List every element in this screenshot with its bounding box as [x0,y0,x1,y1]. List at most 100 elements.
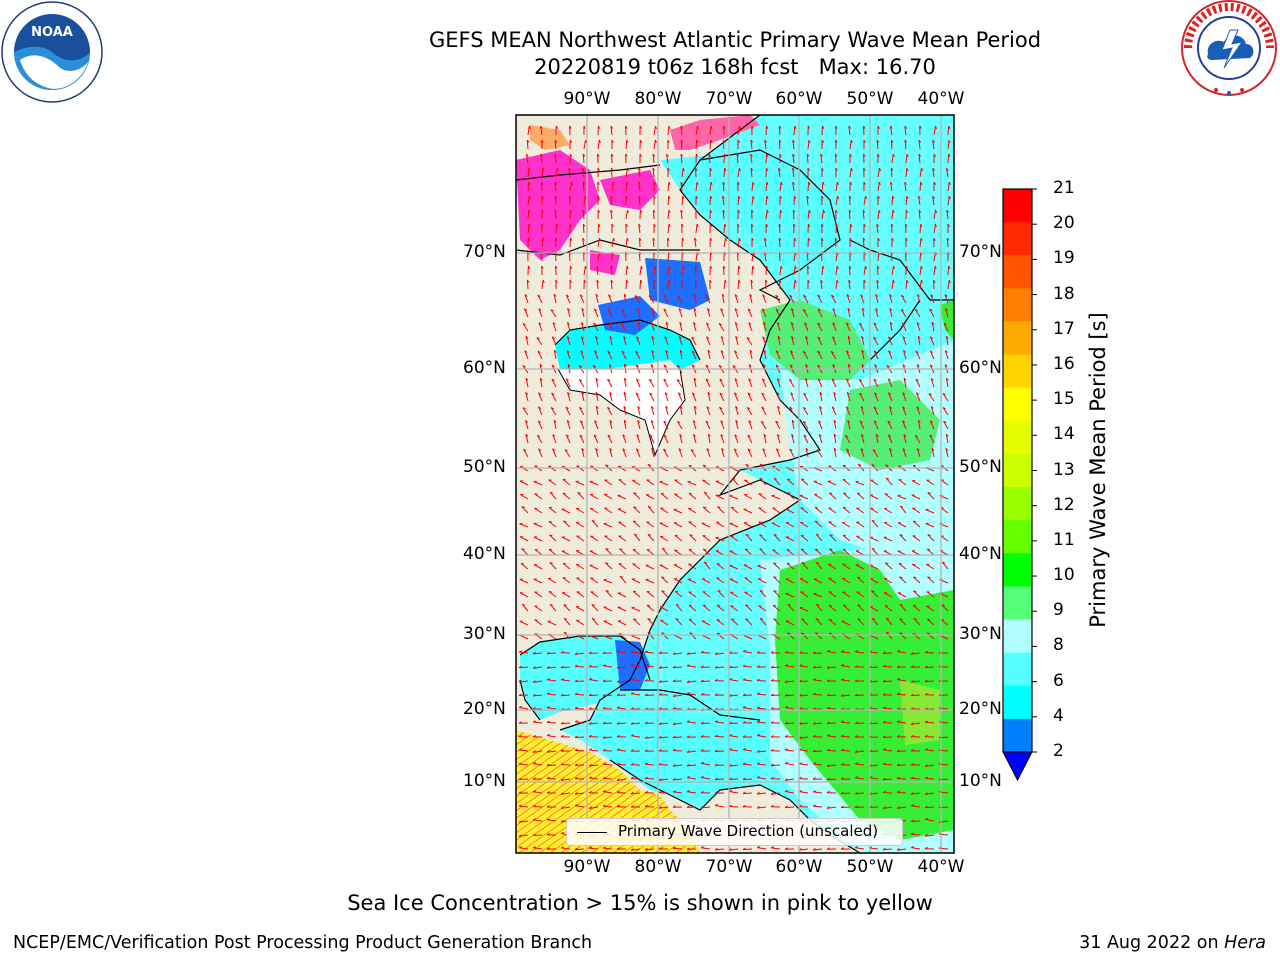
wave-arrow-head [807,125,811,129]
wave-arrow [567,308,571,318]
wave-arrow [835,223,837,234]
wave-arrow [887,434,893,444]
wave-arrow [591,604,599,612]
wave-arrow [688,493,697,500]
wave-arrow-head [861,335,865,339]
wave-arrow-head [560,749,564,752]
wave-arrow-head [591,604,595,606]
wave-arrow [633,506,641,514]
wave-arrow-head [787,492,791,494]
wave-arrow-head [927,548,931,551]
wave-arrow [673,522,683,528]
wave-arrow [871,617,879,626]
wave-arrow [775,294,781,304]
wave-arrow-head [891,237,894,241]
wave-arrow [869,536,879,542]
wave-arrow [759,477,767,486]
wave-arrow-head [757,564,761,567]
wave-arrow-head [831,406,835,410]
wave-arrow [659,806,669,809]
wave-arrow [609,448,613,458]
wave-arrow [603,579,613,584]
wave-arrow-head [623,391,627,395]
wave-arrow-head [569,195,572,199]
wave-arrow-head [598,223,601,228]
wave-arrow-head [688,492,692,495]
wave-arrow [618,521,627,528]
wave-arrow [875,434,879,444]
wave-arrow-head [791,336,794,339]
wave-arrow-head [579,406,583,410]
wave-arrow-head [662,547,666,550]
wave-arrow [676,421,683,430]
wave-arrow-head [661,632,665,634]
wave-arrow [687,665,697,668]
wave-arrow-head [582,223,586,227]
wave-arrow [553,350,557,360]
wave-arrow-head [862,209,866,213]
wave-arrow-head [602,721,606,725]
wave-arrow [720,434,725,444]
wave-arrow-head [528,195,531,200]
wave-arrow [925,792,935,795]
wave-arrow [610,196,613,206]
wave-arrow-head [842,506,846,509]
wave-arrow [652,238,655,248]
wave-arrow-head [756,749,760,753]
wave-arrow-head [864,265,867,270]
wave-arrow-head [639,139,643,143]
wave-arrow [579,420,585,430]
wave-arrow [924,777,935,780]
wave-arrow-head [805,363,809,367]
wave-arrow [743,679,753,682]
wave-arrow [518,778,529,780]
wave-arrow-head [663,448,667,452]
wave-arrow-head [700,776,705,778]
wave-arrow-head [766,181,769,185]
wave-arrow [903,378,907,388]
wave-arrow-head [608,294,612,297]
wave-arrow [734,294,739,304]
wave-arrow-head [896,776,900,779]
wave-arrow-head [540,125,543,129]
wave-arrow [889,294,893,304]
wave-arrow [911,550,921,556]
wave-arrow [729,791,739,794]
wave-arrow [680,182,683,192]
wave-arrow-head [918,195,921,199]
wave-arrow-head [528,125,531,130]
wave-arrow [663,420,669,430]
wave-arrow [693,434,697,444]
wave-arrow [917,196,921,206]
wave-arrow [947,182,950,192]
wave-arrow-head [941,604,945,606]
wave-arrow [648,295,655,304]
wave-arrow [771,522,781,528]
wave-arrow-head [714,678,718,682]
wave-arrow-head [666,153,669,157]
wave-arrow-head [639,237,642,241]
wave-arrow [714,764,725,766]
wave-arrow-head [705,294,709,298]
wave-arrow-head [653,181,657,185]
wave-arrow [883,578,893,584]
wave-arrow [776,392,781,402]
wave-arrow-head [842,479,846,481]
wave-arrow-head [896,749,900,752]
wave-arrow [873,322,879,332]
wave-arrow [603,694,613,697]
wave-arrow-head [877,237,880,241]
wave-arrow-head [830,350,835,354]
wave-arrow-head [842,464,846,467]
wave-arrow-head [876,223,879,227]
wave-arrow-head [761,420,765,424]
lon-label-bottom: 80°W [634,857,682,877]
wave-arrow [799,749,809,752]
wave-arrow [646,549,655,556]
wave-arrow-head [539,363,543,367]
wave-arrow-head [775,364,779,368]
wave-arrow [863,266,866,276]
wave-arrow [734,308,739,318]
wave-arrow [709,182,712,192]
wave-arrow [840,750,851,752]
